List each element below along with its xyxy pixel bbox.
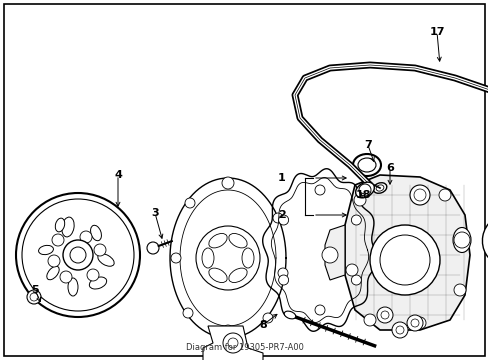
Ellipse shape <box>90 225 101 241</box>
Polygon shape <box>325 225 345 280</box>
Circle shape <box>171 253 181 263</box>
Circle shape <box>52 234 64 246</box>
Ellipse shape <box>89 277 106 289</box>
Text: 5: 5 <box>31 285 39 295</box>
Text: 6: 6 <box>385 163 393 173</box>
Circle shape <box>30 293 38 301</box>
Circle shape <box>376 307 392 323</box>
Ellipse shape <box>208 234 227 248</box>
Circle shape <box>227 338 238 348</box>
Circle shape <box>363 314 375 326</box>
Circle shape <box>263 313 272 323</box>
Circle shape <box>94 244 106 256</box>
Ellipse shape <box>47 266 59 280</box>
Circle shape <box>395 326 403 334</box>
Ellipse shape <box>375 185 383 191</box>
Circle shape <box>223 333 243 353</box>
Circle shape <box>27 290 41 304</box>
Ellipse shape <box>284 311 295 319</box>
Circle shape <box>358 184 370 196</box>
Text: 7: 7 <box>364 140 371 150</box>
Circle shape <box>184 198 195 208</box>
Polygon shape <box>345 175 469 330</box>
Circle shape <box>353 194 365 206</box>
Ellipse shape <box>482 215 488 265</box>
Ellipse shape <box>39 246 53 255</box>
Circle shape <box>321 247 337 263</box>
Circle shape <box>222 177 234 189</box>
Circle shape <box>272 213 283 223</box>
Text: 4: 4 <box>114 170 122 180</box>
Text: 3: 3 <box>151 208 159 218</box>
Ellipse shape <box>61 217 74 237</box>
Ellipse shape <box>98 254 114 266</box>
Text: 1: 1 <box>278 173 285 183</box>
Circle shape <box>380 311 388 319</box>
Text: Diagram for 19305-PR7-A00: Diagram for 19305-PR7-A00 <box>185 343 303 352</box>
Ellipse shape <box>352 154 380 176</box>
Circle shape <box>369 225 439 295</box>
Circle shape <box>16 193 140 317</box>
Ellipse shape <box>68 278 78 296</box>
Ellipse shape <box>372 183 386 193</box>
Circle shape <box>278 275 288 285</box>
Circle shape <box>183 308 193 318</box>
Circle shape <box>406 315 422 331</box>
Text: 17: 17 <box>428 27 444 37</box>
Circle shape <box>409 185 429 205</box>
Circle shape <box>60 271 72 283</box>
Circle shape <box>63 240 93 270</box>
Ellipse shape <box>202 248 214 268</box>
Text: 18: 18 <box>354 190 370 200</box>
Circle shape <box>351 275 361 285</box>
Circle shape <box>410 319 418 327</box>
Ellipse shape <box>55 218 64 232</box>
Circle shape <box>22 199 134 311</box>
Circle shape <box>314 185 325 195</box>
Circle shape <box>453 232 469 248</box>
Ellipse shape <box>208 268 227 283</box>
Circle shape <box>453 284 465 296</box>
Circle shape <box>391 322 407 338</box>
Circle shape <box>346 264 357 276</box>
Circle shape <box>379 235 429 285</box>
Circle shape <box>48 255 60 267</box>
Ellipse shape <box>228 234 246 248</box>
Circle shape <box>223 325 232 335</box>
Ellipse shape <box>357 158 375 172</box>
Circle shape <box>196 226 260 290</box>
Circle shape <box>438 189 450 201</box>
Circle shape <box>278 268 287 278</box>
Ellipse shape <box>355 182 374 198</box>
Circle shape <box>351 215 361 225</box>
Circle shape <box>314 305 325 315</box>
Ellipse shape <box>452 228 470 252</box>
Circle shape <box>80 231 92 243</box>
Circle shape <box>278 215 288 225</box>
Text: 2: 2 <box>278 210 285 220</box>
Circle shape <box>70 247 86 263</box>
Circle shape <box>87 269 99 281</box>
Polygon shape <box>203 326 263 360</box>
Text: 8: 8 <box>259 320 266 330</box>
Ellipse shape <box>242 248 253 268</box>
Circle shape <box>413 317 425 329</box>
Ellipse shape <box>228 268 246 283</box>
Circle shape <box>147 242 159 254</box>
Circle shape <box>413 189 425 201</box>
